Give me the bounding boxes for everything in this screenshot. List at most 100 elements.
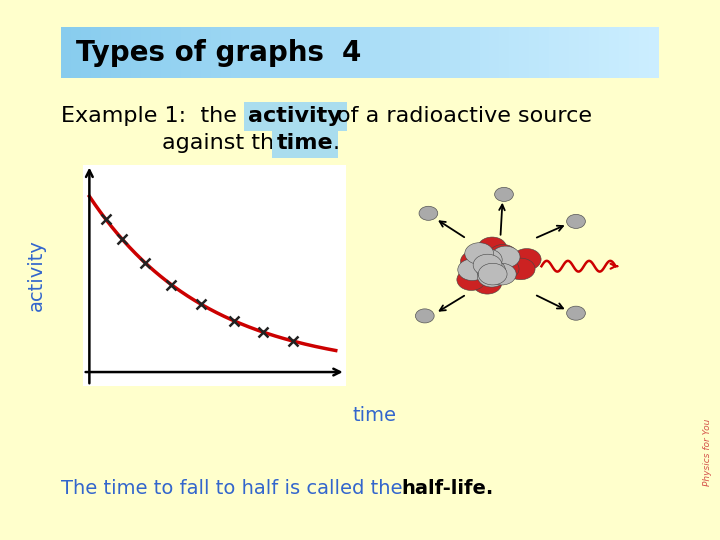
Circle shape [490, 247, 518, 268]
Bar [490, 27, 500, 78]
Bar [161, 27, 171, 78]
Bar [529, 27, 539, 78]
Circle shape [477, 266, 506, 287]
Bar [609, 27, 619, 78]
Bar [649, 27, 659, 78]
Bar [81, 27, 91, 78]
Circle shape [478, 237, 507, 259]
Text: of a radioactive source: of a radioactive source [337, 106, 592, 126]
Circle shape [483, 256, 512, 278]
Bar [91, 27, 101, 78]
Circle shape [495, 187, 513, 201]
Bar [71, 27, 81, 78]
Circle shape [473, 273, 502, 294]
Bar [390, 27, 400, 78]
Circle shape [484, 255, 513, 277]
Bar [310, 27, 320, 78]
Text: 4: 4 [342, 39, 361, 66]
Text: Example 1:  the: Example 1: the [61, 106, 237, 126]
Bar [330, 27, 340, 78]
Circle shape [489, 245, 518, 266]
Bar [251, 27, 261, 78]
Circle shape [465, 242, 494, 264]
Bar [141, 27, 151, 78]
Bar [240, 27, 251, 78]
Bar [510, 27, 519, 78]
Circle shape [477, 259, 505, 281]
Bar [201, 27, 210, 78]
Bar [549, 27, 559, 78]
Circle shape [478, 264, 507, 285]
Bar [220, 27, 230, 78]
Circle shape [484, 246, 513, 267]
Bar [480, 27, 490, 78]
Circle shape [487, 264, 516, 285]
Bar [619, 27, 629, 78]
Bar [469, 27, 480, 78]
Circle shape [458, 259, 487, 280]
Bar [440, 27, 449, 78]
Bar [350, 27, 360, 78]
Circle shape [490, 258, 519, 280]
Circle shape [461, 251, 490, 272]
Bar [61, 27, 71, 78]
Text: against the: against the [162, 133, 288, 153]
Bar [181, 27, 191, 78]
Circle shape [491, 246, 520, 268]
Text: .: . [333, 133, 340, 153]
Bar [459, 27, 469, 78]
Bar [101, 27, 111, 78]
Bar [271, 27, 280, 78]
Circle shape [487, 256, 516, 278]
Bar [589, 27, 599, 78]
Bar [121, 27, 131, 78]
Bar [370, 27, 380, 78]
Bar [280, 27, 290, 78]
Circle shape [415, 309, 434, 323]
Circle shape [473, 254, 502, 276]
Bar [360, 27, 370, 78]
Circle shape [513, 248, 541, 270]
Text: Physics for You: Physics for You [703, 418, 711, 486]
Circle shape [506, 258, 535, 280]
Bar [599, 27, 609, 78]
Bar [400, 27, 410, 78]
Text: Types of graphs: Types of graphs [76, 39, 323, 66]
Text: The time to fall to half is called the: The time to fall to half is called the [61, 479, 409, 498]
Bar [290, 27, 300, 78]
Circle shape [473, 249, 502, 271]
Text: half-life.: half-life. [402, 479, 494, 498]
Text: activity: activity [27, 239, 45, 312]
Bar [171, 27, 181, 78]
Text: time: time [352, 406, 397, 426]
Bar [629, 27, 639, 78]
Bar [420, 27, 430, 78]
Bar [539, 27, 549, 78]
Bar [500, 27, 509, 78]
Text: time: time [276, 133, 333, 153]
Circle shape [567, 214, 585, 228]
Bar [151, 27, 161, 78]
Bar [449, 27, 459, 78]
Bar [579, 27, 589, 78]
Bar [230, 27, 240, 78]
Text: activity: activity [248, 106, 342, 126]
Bar [111, 27, 121, 78]
Bar [300, 27, 310, 78]
Bar [380, 27, 390, 78]
Circle shape [457, 269, 486, 291]
Bar [320, 27, 330, 78]
Bar [191, 27, 201, 78]
Bar [519, 27, 529, 78]
Circle shape [567, 306, 585, 320]
Bar [569, 27, 579, 78]
Bar [340, 27, 350, 78]
Bar [430, 27, 440, 78]
Bar [261, 27, 270, 78]
Bar [131, 27, 141, 78]
Bar [559, 27, 569, 78]
Bar [639, 27, 649, 78]
Bar [210, 27, 220, 78]
Circle shape [419, 206, 438, 220]
Bar [410, 27, 420, 78]
